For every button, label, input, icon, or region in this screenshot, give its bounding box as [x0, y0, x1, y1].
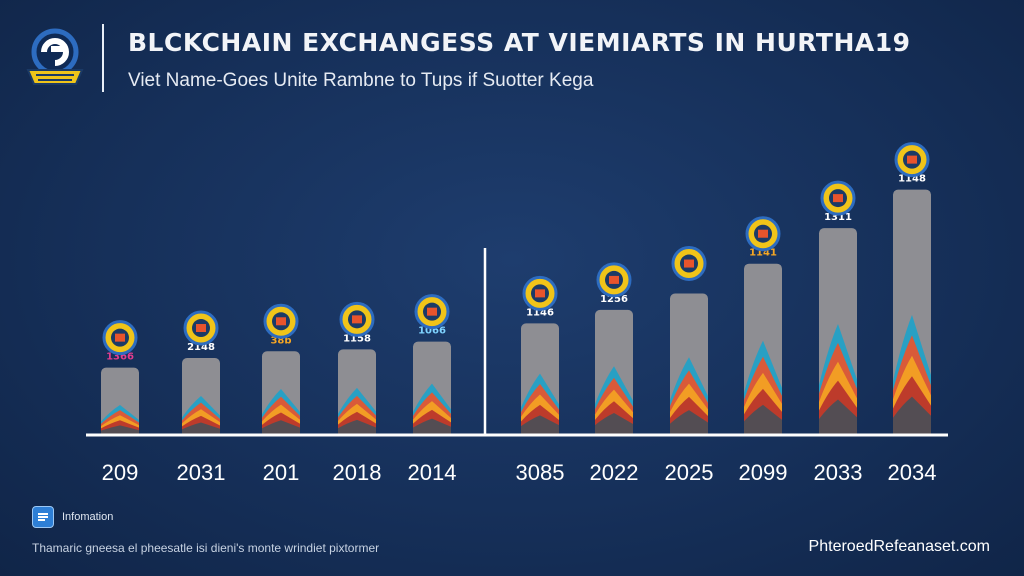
- bar-group: 1141: [744, 216, 782, 435]
- medallion-icon: [263, 303, 299, 339]
- header-divider: [102, 24, 104, 92]
- data-label: 1158: [343, 333, 371, 344]
- x-tick-label: 3085: [516, 460, 565, 485]
- bar-group: 1158: [338, 301, 376, 435]
- x-tick-label: 2025: [665, 460, 714, 485]
- bar-flame-layer: [819, 399, 857, 435]
- bar-group: 38b: [262, 303, 300, 435]
- bar-group: 1146: [521, 275, 559, 435]
- x-tick-label: 201: [263, 460, 300, 485]
- medallion-icon: [414, 294, 450, 330]
- bar-group: 1366: [101, 320, 139, 435]
- medallion-icon: [894, 142, 930, 178]
- data-label: 38b: [270, 335, 291, 346]
- medallion-icon: [522, 275, 558, 311]
- x-tick-label: 2014: [408, 460, 457, 485]
- data-label: 1256: [600, 294, 628, 305]
- data-label: 1366: [106, 352, 134, 363]
- ticks-layer: 209 2031 201 2018 2014 3085 2022 2025 2099 2033 20…: [102, 460, 937, 485]
- footnote: Thamaric gneesa el pheesatle isi dieni's…: [32, 541, 380, 555]
- medallion-icon: [596, 262, 632, 298]
- chart-subtitle: Viet Name-Goes Unite Rambne to Tups if S…: [128, 70, 594, 91]
- info-badge-icon: [32, 506, 54, 528]
- source-link[interactable]: PhteroedRefeanaset.com: [808, 538, 990, 555]
- medallion-icon: [339, 301, 375, 337]
- bar-flame-layer: [413, 418, 451, 435]
- x-tick-label: 2018: [333, 460, 382, 485]
- bar-flame-layer: [182, 422, 220, 435]
- medallion-icon: [745, 216, 781, 252]
- x-tick-label: 2022: [590, 460, 639, 485]
- x-tick-label: 2033: [814, 460, 863, 485]
- x-tick-label: 2034: [888, 460, 937, 485]
- bar-group: 1148: [893, 142, 931, 435]
- bar-flame-layer: [101, 425, 139, 435]
- data-label: 1066: [418, 326, 446, 337]
- bar-flame-layer: [338, 419, 376, 435]
- data-label: 1311: [824, 212, 852, 223]
- x-tick-label: 2099: [739, 460, 788, 485]
- bar-group: 1256: [595, 262, 633, 435]
- bars-layer: 1366 2148 38b 1158 1066 1146 1256 1141 1311 1148: [101, 142, 931, 435]
- bar-flame-layer: [744, 404, 782, 435]
- info-badge: Infomation: [32, 506, 113, 528]
- bar-group: 2148: [182, 310, 220, 435]
- medallion-icon: [183, 310, 219, 346]
- data-label: 1146: [526, 307, 554, 318]
- bar-flame-layer: [595, 412, 633, 435]
- info-badge-label: Infomation: [62, 511, 114, 523]
- data-label: 1141: [749, 248, 777, 259]
- x-tick-label: 2031: [177, 460, 226, 485]
- medallion-icon: [671, 246, 707, 282]
- logo: [26, 28, 84, 85]
- bar-group: 1066: [413, 294, 451, 435]
- data-label: 1148: [898, 174, 926, 185]
- bar-group: 1311: [819, 180, 857, 435]
- chart-title: BLCKCHAIN EXCHANGESS AT VIEMIARTS IN HUR…: [128, 28, 911, 57]
- medallion-icon: [102, 320, 138, 356]
- bar-flame-layer: [262, 420, 300, 435]
- medallion-icon: [820, 180, 856, 216]
- bar-flame-layer: [521, 415, 559, 435]
- x-tick-label: 209: [102, 460, 139, 485]
- bar-flame-layer: [893, 396, 931, 435]
- bar-flame-layer: [670, 410, 708, 435]
- data-label: 2148: [187, 342, 215, 353]
- bar-group: [670, 246, 708, 435]
